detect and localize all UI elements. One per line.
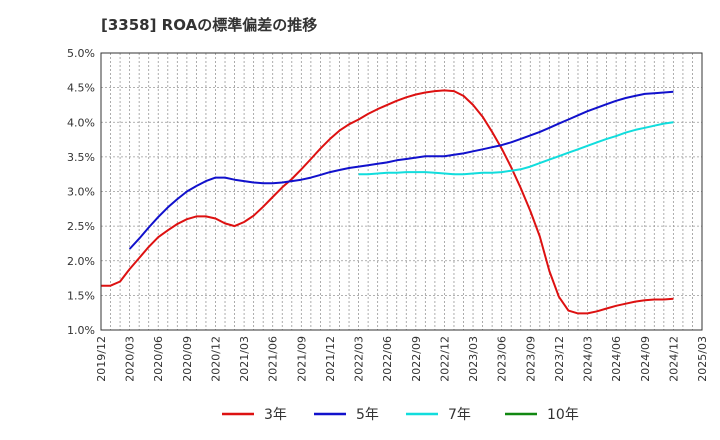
plot-frame [100, 52, 703, 331]
y-tick-label: 2.0% [67, 255, 95, 268]
y-tick-label: 3.0% [67, 186, 95, 199]
series-lines [101, 89, 674, 315]
x-axis-ticks: 2019/12 2020/03 2020/06 2020/09 2020/12 2021/… [95, 336, 709, 382]
x-tick-label: 2022/06 [381, 336, 394, 382]
x-tick-label: 2024/12 [667, 336, 680, 382]
x-tick-label: 2020/09 [181, 336, 194, 382]
x-tick-label: 2022/03 [353, 336, 366, 382]
grid [100, 52, 703, 331]
y-axis-ticks: 1.0% 1.5% 2.0% 2.5% 3.0% 3.5% 4.0% 4.5% 5.0% [67, 47, 95, 337]
x-tick-label: 2020/03 [124, 336, 137, 382]
x-tick-label: 2020/06 [152, 336, 165, 382]
y-tick-label: 3.5% [67, 151, 95, 164]
x-tick-label: 2020/12 [209, 336, 222, 382]
x-tick-label: 2021/12 [324, 336, 337, 382]
series-line-0 [101, 89, 674, 315]
legend: 3年 5年 7年 10年 [222, 407, 579, 423]
x-tick-label: 2019/12 [95, 336, 108, 382]
x-tick-label: 2024/09 [639, 336, 652, 382]
legend-label-2: 7年 [448, 407, 471, 423]
y-tick-label: 4.5% [67, 82, 95, 95]
x-tick-label: 2024/03 [582, 336, 595, 382]
x-tick-label: 2021/03 [238, 336, 251, 382]
x-tick-label: 2023/09 [524, 336, 537, 382]
legend-label-0: 3年 [264, 407, 287, 423]
series-line-1 [128, 90, 674, 250]
x-tick-label: 2022/12 [438, 336, 451, 382]
x-tick-label: 2022/09 [410, 336, 423, 382]
legend-label-1: 5年 [356, 407, 379, 423]
y-tick-label: 2.5% [67, 220, 95, 233]
x-tick-label: 2025/03 [696, 336, 709, 382]
y-tick-label: 1.5% [67, 289, 95, 302]
y-tick-label: 1.0% [67, 324, 95, 337]
x-tick-label: 2024/06 [610, 336, 623, 382]
x-tick-label: 2023/06 [496, 336, 509, 382]
y-tick-label: 4.0% [67, 116, 95, 129]
series-line-2 [358, 121, 674, 176]
x-tick-label: 2023/03 [467, 336, 480, 382]
x-tick-label: 2021/09 [295, 336, 308, 382]
chart-title: [3358] ROAの標準偏差の推移 [101, 16, 318, 34]
x-tick-label: 2021/06 [267, 336, 280, 382]
legend-label-3: 10年 [547, 407, 579, 423]
x-tick-label: 2023/12 [553, 336, 566, 382]
y-tick-label: 5.0% [67, 47, 95, 60]
